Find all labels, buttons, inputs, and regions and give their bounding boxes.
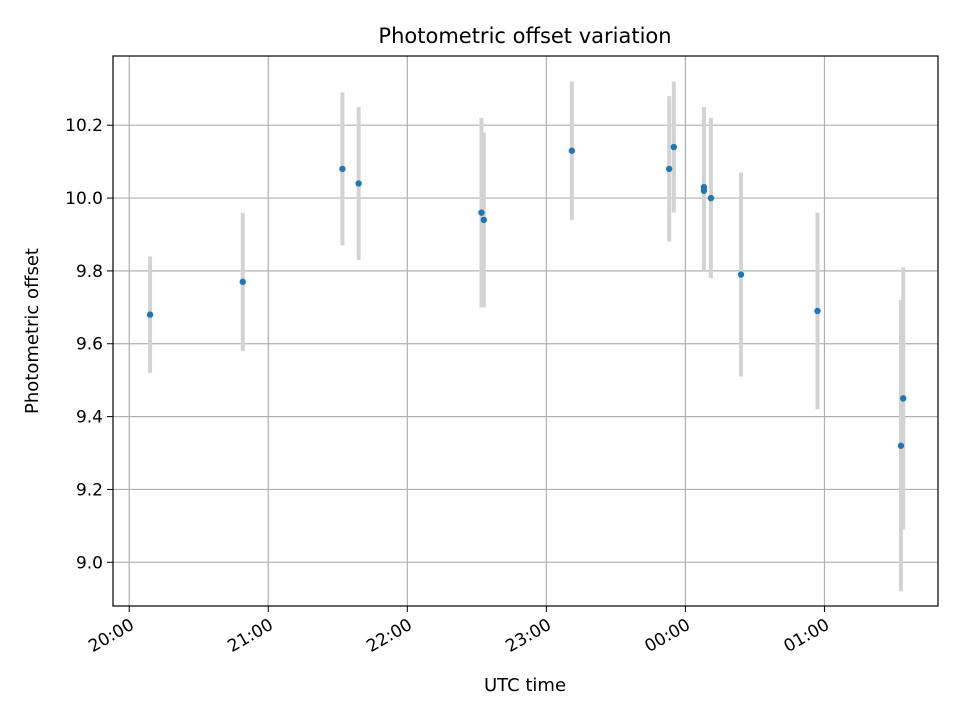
error-bars xyxy=(148,81,906,592)
y-tick-label: 10.2 xyxy=(65,116,103,136)
x-axis-ticks: 20:00 21:00 22:00 23:00 00:00 01:00 xyxy=(85,606,833,657)
data-point xyxy=(665,165,673,173)
plot-frame xyxy=(112,55,939,607)
y-tick-label: 9.0 xyxy=(76,553,103,573)
x-tick-label: 01:00 xyxy=(781,615,833,657)
y-tick-label: 9.8 xyxy=(76,262,103,282)
x-tick-label: 21:00 xyxy=(224,615,276,657)
x-tick-label: 23:00 xyxy=(502,615,554,657)
y-axis-label: Photometric offset xyxy=(22,248,43,414)
y-tick-label: 10.0 xyxy=(65,189,103,209)
y-axis-ticks: 9.0 9.2 9.4 9.6 9.8 10.0 10.2 xyxy=(65,116,113,573)
data-point xyxy=(339,165,346,173)
gridlines xyxy=(113,56,938,606)
data-point xyxy=(355,180,362,187)
data-point xyxy=(146,311,154,318)
y-tick-label: 9.4 xyxy=(76,408,103,428)
data-point xyxy=(480,216,487,224)
y-tick-label: 9.2 xyxy=(76,480,103,500)
data-point xyxy=(478,209,485,216)
data-point xyxy=(568,147,576,154)
x-axis-label: UTC time xyxy=(484,675,566,696)
chart-title: Photometric offset variation xyxy=(378,24,671,48)
data-point xyxy=(814,307,821,315)
y-tick-label: 9.6 xyxy=(76,335,103,355)
data-points xyxy=(146,143,907,449)
x-tick-label: 22:00 xyxy=(363,615,415,657)
data-point xyxy=(239,278,246,286)
data-point xyxy=(900,395,907,402)
data-point xyxy=(707,194,715,202)
x-tick-label: 20:00 xyxy=(85,615,137,657)
data-point xyxy=(737,271,745,278)
data-point xyxy=(700,187,708,194)
data-point xyxy=(670,143,678,151)
x-tick-label: 00:00 xyxy=(641,615,693,657)
data-point xyxy=(897,442,905,449)
